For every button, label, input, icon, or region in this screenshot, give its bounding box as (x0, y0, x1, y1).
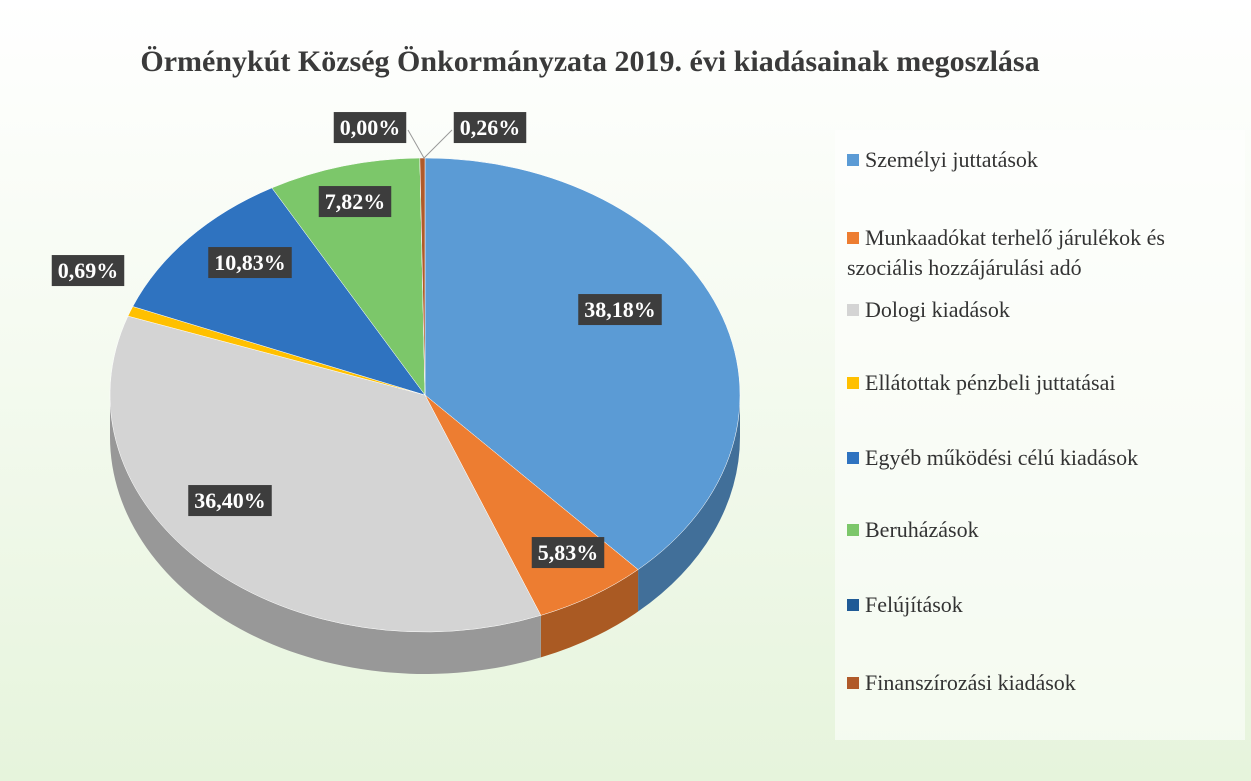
data-label-box (531, 537, 605, 569)
legend-label: Személyi juttatások (865, 147, 1038, 172)
legend-entry: Dologi kiadások (847, 295, 1242, 325)
legend-swatch (847, 232, 859, 244)
legend-label: Finanszírozási kiadások (865, 670, 1076, 695)
pie-slice (424, 157, 741, 570)
data-label: 36,40% (194, 488, 266, 513)
data-label-box (188, 485, 272, 517)
legend-entry: Ellátottak pénzbeli juttatásai (847, 368, 1242, 398)
legend-label: Felújítások (865, 592, 963, 617)
legend: Személyi juttatások Munkaadókat terhelő j… (835, 130, 1245, 740)
legend-label: Dologi kiadások (865, 297, 1010, 322)
data-label: 10,83% (214, 250, 286, 275)
legend-entry: Egyéb működési célú kiadások (847, 443, 1242, 473)
data-label: 0,00% (340, 115, 401, 140)
legend-entry: Munkaadókat terhelő járulékok és szociál… (847, 223, 1242, 283)
data-label-box (333, 112, 407, 144)
legend-swatch (847, 304, 859, 316)
legend-entry: Felújítások (847, 590, 1242, 620)
data-label-box (318, 186, 392, 218)
pie-slice (132, 187, 426, 396)
legend-entry: Beruházások (847, 515, 1242, 545)
data-label: 5,83% (538, 540, 599, 565)
legend-label: Ellátottak pénzbeli juttatásai (865, 370, 1116, 395)
legend-label: Egyéb működési célú kiadások (865, 445, 1139, 470)
legend-swatch (847, 677, 859, 689)
data-label: 0,26% (460, 115, 521, 140)
legend-swatch (847, 452, 859, 464)
legend-swatch (847, 599, 859, 611)
legend-label: Munkaadókat terhelő járulékok és szociál… (847, 225, 1165, 280)
data-label: 7,82% (325, 189, 386, 214)
leader-line (407, 129, 425, 159)
data-label-box (453, 112, 527, 144)
leader-line (423, 129, 453, 159)
data-label: 0,69% (58, 258, 119, 283)
pie-slice (419, 157, 426, 396)
legend-swatch (847, 524, 859, 536)
legend-entry: Személyi juttatások (847, 145, 1242, 175)
data-label-box (51, 255, 125, 287)
legend-swatch (847, 377, 859, 389)
data-label-box (208, 247, 292, 279)
legend-label: Beruházások (865, 517, 979, 542)
legend-entry: Finanszírozási kiadások (847, 668, 1242, 698)
pie-slice (109, 315, 542, 633)
chart-title: Örménykút Község Önkormányzata 2019. évi… (140, 45, 1039, 78)
pie-side (110, 395, 541, 674)
data-label-box (578, 294, 662, 326)
pie-side (638, 395, 740, 612)
data-label: 38,18% (584, 297, 656, 322)
legend-swatch (847, 154, 859, 166)
pie-slice (271, 157, 426, 396)
pie-side (540, 569, 639, 658)
